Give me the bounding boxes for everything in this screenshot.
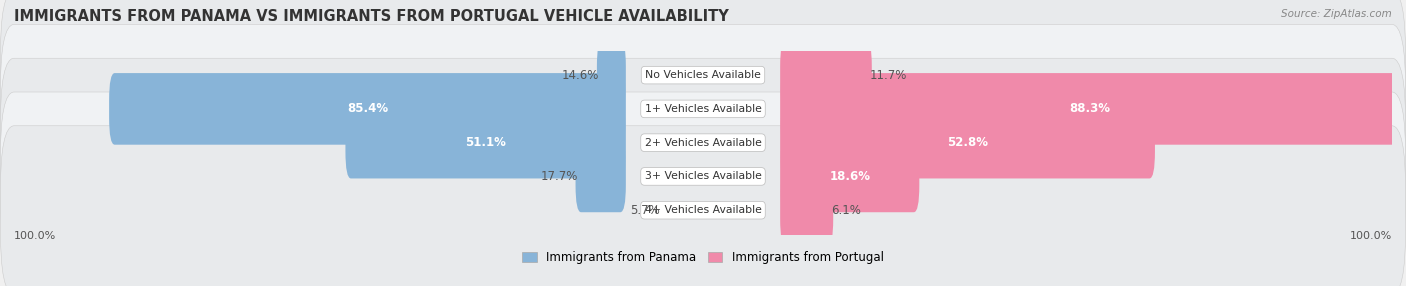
FancyBboxPatch shape xyxy=(780,141,920,212)
Text: 100.0%: 100.0% xyxy=(1350,231,1392,241)
Text: No Vehicles Available: No Vehicles Available xyxy=(645,70,761,80)
FancyBboxPatch shape xyxy=(780,73,1399,145)
FancyBboxPatch shape xyxy=(0,92,1406,261)
Legend: Immigrants from Panama, Immigrants from Portugal: Immigrants from Panama, Immigrants from … xyxy=(517,247,889,269)
FancyBboxPatch shape xyxy=(780,39,872,111)
Text: 2+ Vehicles Available: 2+ Vehicles Available xyxy=(644,138,762,148)
Text: IMMIGRANTS FROM PANAMA VS IMMIGRANTS FROM PORTUGAL VEHICLE AVAILABILITY: IMMIGRANTS FROM PANAMA VS IMMIGRANTS FRO… xyxy=(14,9,728,23)
Text: 52.8%: 52.8% xyxy=(948,136,988,149)
Text: 85.4%: 85.4% xyxy=(347,102,388,115)
Text: 88.3%: 88.3% xyxy=(1070,102,1111,115)
FancyBboxPatch shape xyxy=(575,141,626,212)
Text: 18.6%: 18.6% xyxy=(830,170,870,183)
Text: 3+ Vehicles Available: 3+ Vehicles Available xyxy=(644,171,762,181)
Text: 6.1%: 6.1% xyxy=(831,204,860,217)
FancyBboxPatch shape xyxy=(346,107,626,178)
Text: Source: ZipAtlas.com: Source: ZipAtlas.com xyxy=(1281,9,1392,19)
Text: 14.6%: 14.6% xyxy=(561,69,599,82)
FancyBboxPatch shape xyxy=(598,39,626,111)
FancyBboxPatch shape xyxy=(110,73,626,145)
Text: 1+ Vehicles Available: 1+ Vehicles Available xyxy=(644,104,762,114)
FancyBboxPatch shape xyxy=(0,25,1406,193)
Text: 51.1%: 51.1% xyxy=(465,136,506,149)
FancyBboxPatch shape xyxy=(0,58,1406,227)
Text: 17.7%: 17.7% xyxy=(540,170,578,183)
FancyBboxPatch shape xyxy=(780,174,834,246)
FancyBboxPatch shape xyxy=(0,0,1406,160)
Text: 11.7%: 11.7% xyxy=(870,69,907,82)
Text: 5.7%: 5.7% xyxy=(630,204,661,217)
Text: 100.0%: 100.0% xyxy=(14,231,56,241)
FancyBboxPatch shape xyxy=(780,107,1154,178)
FancyBboxPatch shape xyxy=(0,126,1406,286)
Text: 4+ Vehicles Available: 4+ Vehicles Available xyxy=(644,205,762,215)
